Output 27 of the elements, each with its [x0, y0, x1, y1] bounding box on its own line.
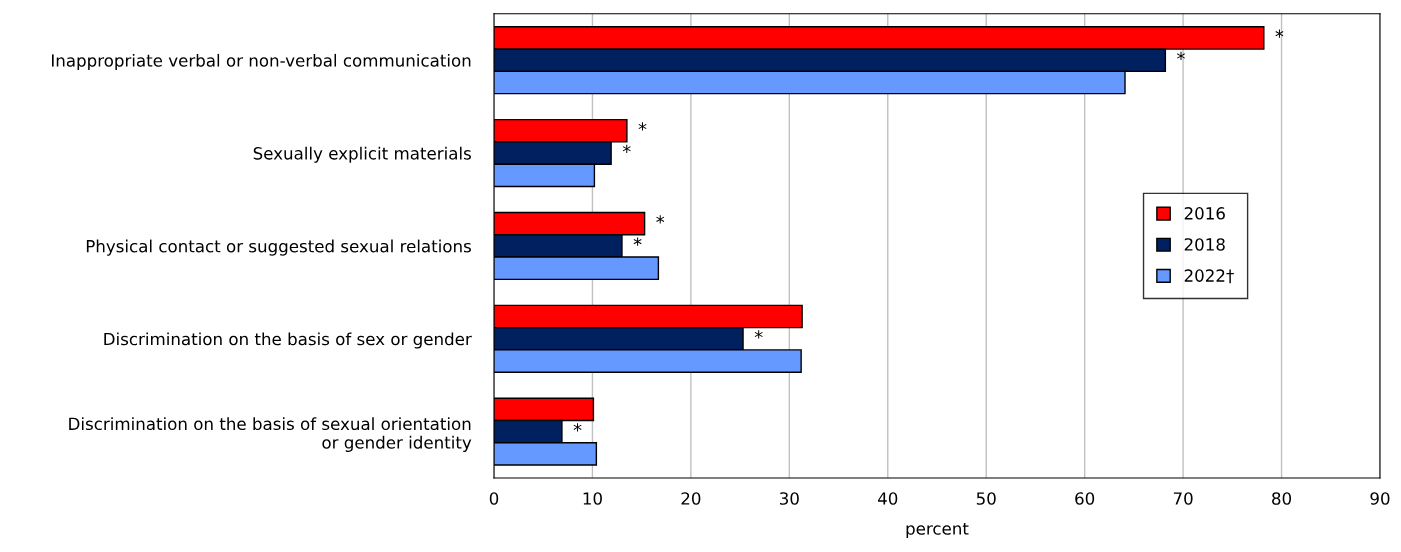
data-label: * [573, 423, 582, 432]
y-tick-label: Inappropriate verbal or non-verbal communication [52, 53, 471, 71]
x-tick-label: 70 [1173, 492, 1193, 505]
data-label: * [656, 215, 665, 224]
legend-label: 2022† [1184, 269, 1234, 284]
x-tick-label: 20 [681, 492, 701, 505]
y-tick-label: Discrimination on the basis of sex or gender [104, 332, 472, 349]
data-label: * [638, 122, 647, 131]
legend-label: 2016 [1184, 207, 1225, 220]
data-label: * [622, 144, 631, 153]
data-label: * [633, 237, 642, 246]
x-tick-label: 60 [1075, 492, 1095, 505]
data-label: * [754, 330, 763, 339]
x-tick-label: 80 [1272, 492, 1292, 505]
x-tick-label: 30 [779, 492, 799, 505]
data-label: * [1177, 51, 1185, 61]
x-tick-label: 40 [877, 492, 898, 505]
x-axis-title: percent [906, 522, 969, 539]
y-tick-label: Discrimination on the basis of sexual orientation or gender identity [69, 417, 472, 452]
data-label: * [1275, 29, 1284, 38]
x-tick-label: 10 [583, 492, 602, 505]
y-tick-label: Sexually explicit materials [253, 146, 471, 163]
x-tick-label: 50 [976, 492, 996, 505]
x-tick-label: 0 [489, 492, 499, 505]
legend-label: 2018 [1184, 238, 1225, 251]
y-tick-label: Physical contact or suggested sexual relations [86, 239, 471, 256]
x-tick-label: 90 [1370, 492, 1390, 505]
